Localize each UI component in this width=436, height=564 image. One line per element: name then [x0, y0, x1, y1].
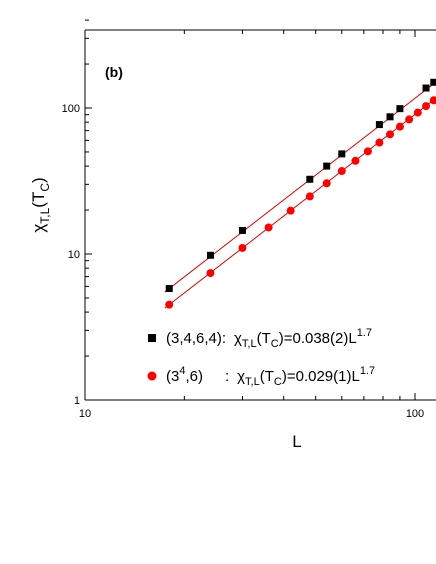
data-point-circle: [405, 115, 414, 124]
y-tick-label: 10: [68, 249, 80, 261]
legend-2-fit-prefix: χ: [237, 368, 245, 385]
legend-marker-square: [148, 334, 156, 342]
data-point-square: [306, 175, 314, 183]
data-point-square: [422, 84, 430, 92]
data-point-circle: [238, 243, 247, 252]
data-point-square: [323, 162, 331, 170]
y-axis-title-open: (T: [29, 192, 48, 208]
legend-1-fit-open: (T: [257, 330, 271, 347]
y-axis-title-subc: C: [38, 183, 52, 192]
y-axis-title-main: χ: [29, 224, 48, 233]
fit-line-series-2: [164, 97, 436, 309]
legend: (3,4,6,4): χT,L(TC)=0.038(2)L1.7 (34,6): χ…: [147, 327, 375, 388]
legend-1-fit-exp: 1.7: [357, 327, 372, 339]
data-point-circle: [264, 223, 273, 232]
legend-2-fit-sub: T,L: [245, 376, 260, 388]
legend-entry-1: (3,4,6,4): χT,L(TC)=0.038(2)L1.7: [166, 327, 372, 350]
legend-1-fit-prefix: χ: [234, 330, 242, 347]
x-tick-label: 10: [79, 408, 91, 420]
legend-2-fit-exp: 1.7: [360, 365, 375, 377]
data-point-circle: [322, 179, 331, 188]
data-point-circle: [363, 147, 372, 156]
legend-2-lattice-base: (3: [166, 368, 179, 385]
legend-2-colon: :: [225, 368, 229, 385]
data-point-square: [396, 105, 404, 113]
x-tick-label: 100: [406, 408, 424, 420]
data-point-circle: [429, 96, 436, 105]
data-point-square: [430, 78, 436, 86]
data-points: [165, 78, 436, 309]
data-point-circle: [165, 300, 174, 309]
legend-1-lattice: (3,4,6,4):: [166, 330, 226, 347]
data-point-circle: [386, 130, 395, 139]
y-tick-label: 1: [74, 395, 80, 407]
legend-2-fit-rest: )=0.029(1)L: [282, 368, 360, 385]
legend-2-lattice-sup: 4: [179, 365, 185, 377]
data-point-circle: [337, 167, 346, 176]
data-point-circle: [351, 156, 360, 165]
legend-1-fit-rest: )=0.038(2)L: [279, 330, 357, 347]
data-point-circle: [286, 206, 295, 215]
legend-marker-circle: [147, 371, 157, 381]
legend-1-fit-subc: C: [271, 338, 279, 350]
data-point-circle: [305, 192, 314, 201]
data-point-square: [375, 121, 383, 129]
axis-ticks: [84, 19, 416, 401]
legend-2-fit-open: (T: [260, 368, 274, 385]
data-point-circle: [375, 138, 384, 147]
data-point-circle: [395, 122, 404, 131]
y-axis-title-sub: T,L: [38, 207, 52, 223]
data-point-circle: [422, 102, 431, 111]
legend-2-lattice-rest: ,6): [185, 368, 203, 385]
data-point-circle: [206, 269, 215, 278]
data-point-square: [338, 150, 346, 158]
y-axis-title-close: ): [29, 177, 48, 183]
fit-line-series-1: [164, 81, 436, 293]
y-tick-label: 100: [62, 103, 80, 115]
legend-1-fit-sub: T,L: [242, 338, 257, 350]
legend-entry-2: (34,6): χT,L(TC)=0.029(1)L1.7: [166, 365, 375, 388]
data-point-square: [206, 251, 214, 259]
panel-label: (b): [105, 64, 123, 80]
data-point-circle: [413, 108, 422, 117]
data-point-square: [238, 226, 246, 234]
legend-2-fit-subc: C: [274, 376, 282, 388]
y-axis-title: χT,L(TC): [29, 177, 52, 232]
data-point-square: [386, 113, 394, 121]
fit-lines: [164, 81, 436, 309]
data-point-square: [165, 285, 173, 293]
plot-frame: [84, 29, 436, 401]
x-axis-title: L: [292, 432, 301, 451]
